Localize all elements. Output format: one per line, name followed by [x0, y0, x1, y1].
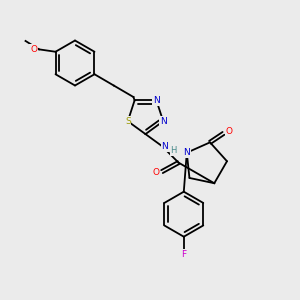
Text: N: N — [153, 96, 160, 105]
Text: N: N — [162, 142, 168, 151]
Text: O: O — [30, 45, 37, 54]
Text: O: O — [152, 168, 160, 177]
Text: N: N — [160, 117, 166, 126]
Text: F: F — [181, 250, 186, 259]
Text: S: S — [125, 117, 131, 126]
Text: H: H — [170, 146, 177, 155]
Text: N: N — [183, 148, 190, 157]
Text: O: O — [226, 128, 233, 136]
